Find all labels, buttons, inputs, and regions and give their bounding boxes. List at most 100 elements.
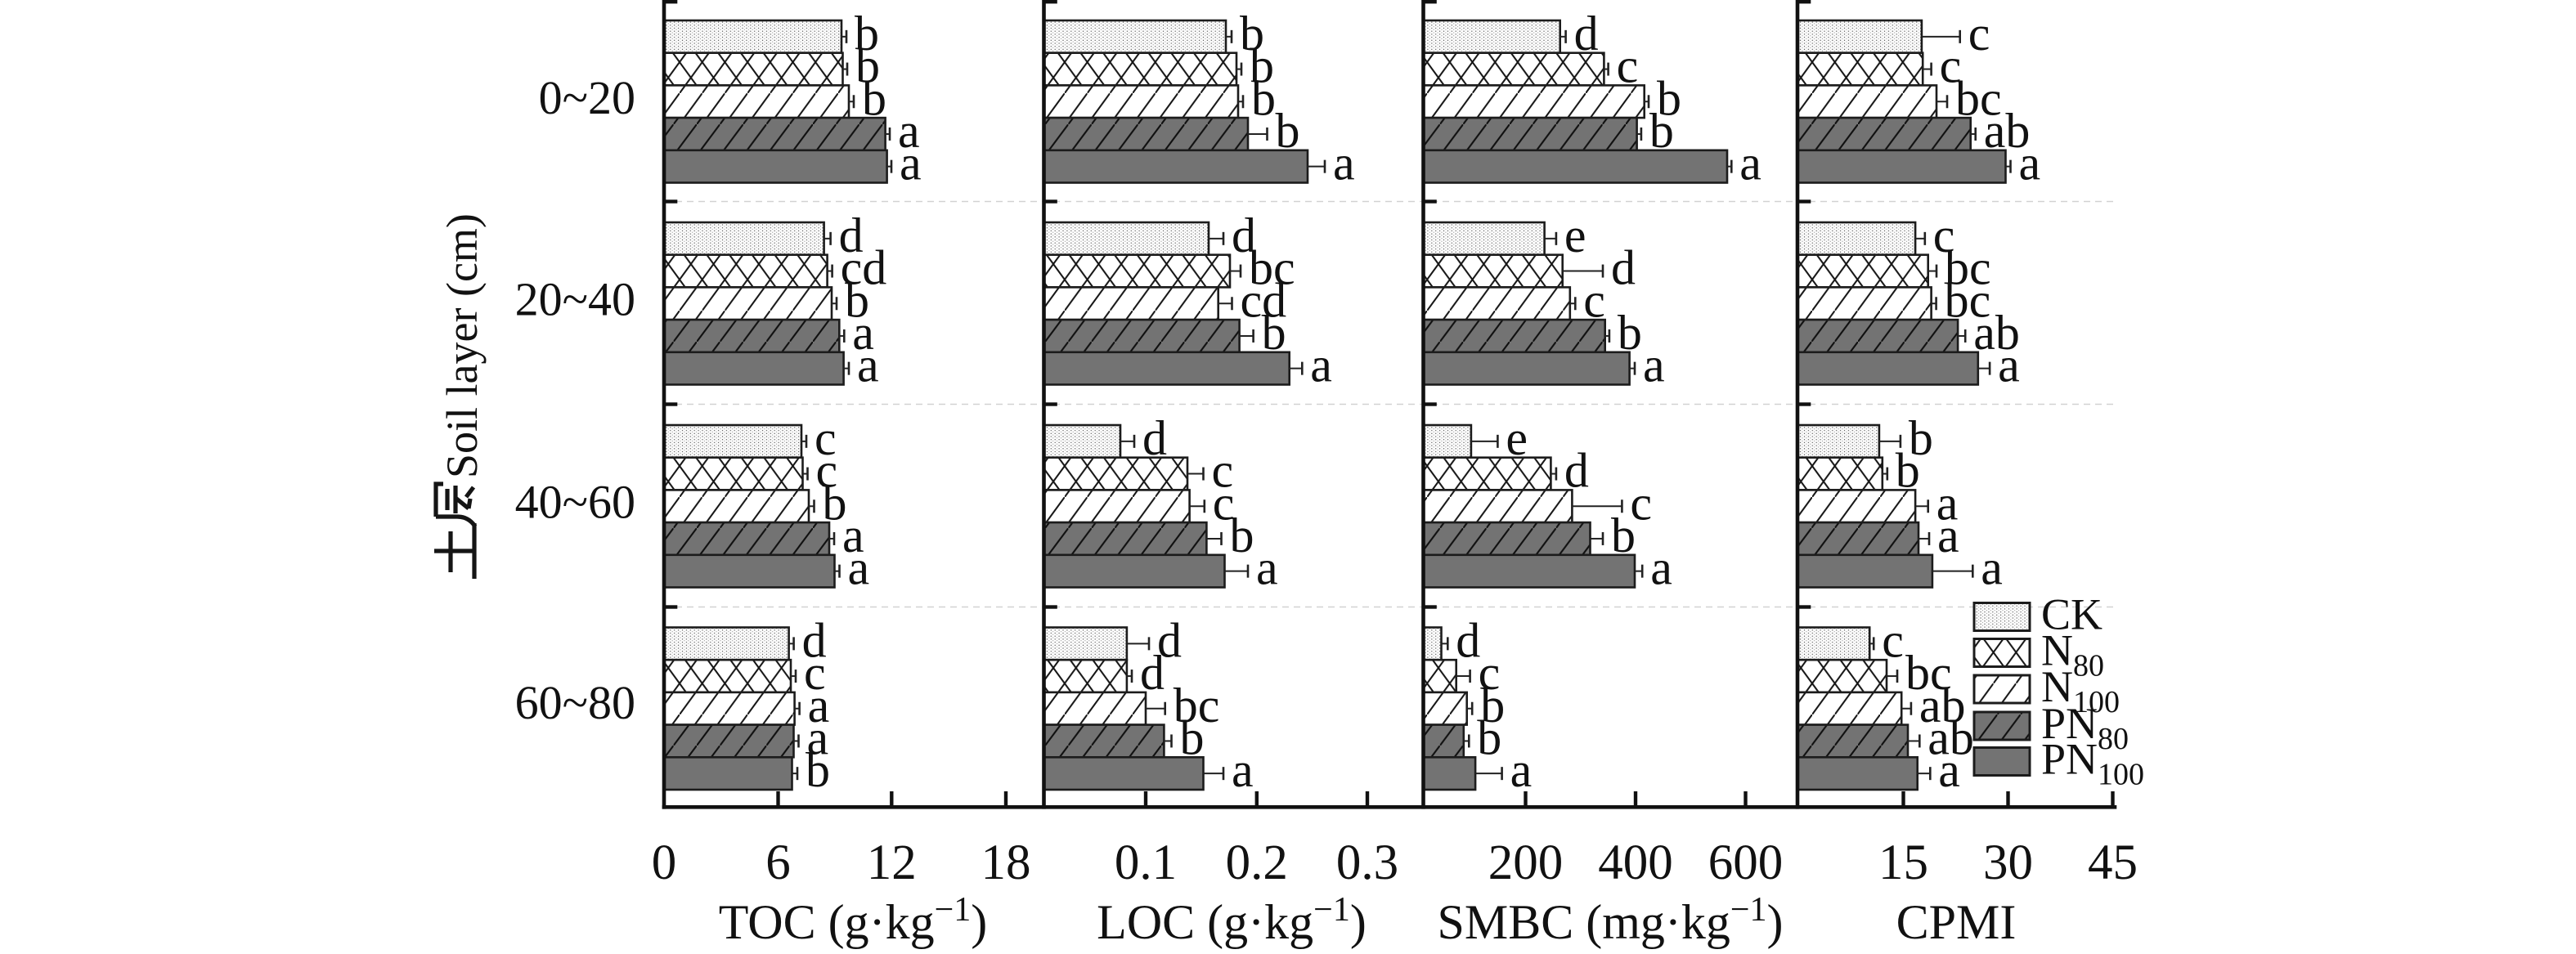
svg-text:c: c [1617, 39, 1639, 93]
svg-text:bc: bc [1945, 241, 1991, 295]
svg-text:0.3: 0.3 [1336, 835, 1398, 890]
svg-text:bc: bc [1945, 273, 1991, 327]
svg-text:b: b [1480, 679, 1505, 732]
svg-text:0: 0 [652, 835, 677, 890]
svg-text:ab: ab [1928, 710, 1974, 764]
svg-text:c: c [816, 444, 838, 498]
svg-text:a: a [898, 104, 920, 158]
svg-text:b: b [1477, 710, 1501, 764]
svg-text:b: b [1251, 71, 1276, 125]
svg-text:b: b [855, 39, 880, 93]
svg-text:d: d [1142, 411, 1167, 465]
svg-text:bc: bc [1955, 71, 2002, 125]
svg-text:a: a [1981, 541, 2003, 595]
svg-text:c: c [1933, 208, 1955, 262]
svg-text:bc: bc [1905, 646, 1952, 700]
svg-text:200: 200 [1488, 835, 1564, 890]
svg-text:d: d [1456, 613, 1480, 667]
svg-text:20~40: 20~40 [515, 273, 635, 326]
svg-text:a: a [808, 679, 830, 732]
svg-text:d: d [1564, 444, 1589, 498]
svg-text:a: a [1937, 508, 1959, 562]
svg-text:b: b [845, 273, 869, 327]
svg-text:ab: ab [1984, 104, 2031, 158]
svg-text:b: b [1276, 104, 1300, 158]
svg-text:b: b [1180, 710, 1205, 764]
svg-text:N80: N80 [2041, 626, 2104, 683]
svg-text:d: d [802, 613, 827, 667]
svg-text:bc: bc [1249, 241, 1295, 295]
svg-text:a: a [842, 508, 864, 562]
svg-text:30: 30 [1983, 835, 2033, 890]
svg-text:15: 15 [1878, 835, 1928, 890]
svg-text:d: d [839, 208, 864, 262]
svg-text:e: e [1564, 208, 1586, 262]
svg-text:b: b [823, 476, 847, 530]
svg-text:600: 600 [1708, 835, 1784, 890]
svg-text:b: b [1230, 508, 1254, 562]
svg-text:a: a [1256, 541, 1278, 595]
svg-text:45: 45 [2088, 835, 2138, 890]
svg-text:a: a [1938, 743, 1960, 797]
svg-text:a: a [1232, 743, 1254, 797]
svg-text:d: d [1157, 613, 1182, 667]
svg-text:a: a [1936, 476, 1959, 530]
svg-text:e: e [1506, 411, 1528, 465]
svg-text:ab: ab [1919, 679, 1966, 732]
svg-text:b: b [806, 743, 830, 797]
svg-text:400: 400 [1598, 835, 1673, 890]
svg-text:d: d [1574, 7, 1599, 60]
svg-text:a: a [2019, 137, 2041, 190]
svg-text:a: a [857, 338, 879, 392]
svg-text:b: b [1657, 71, 1681, 125]
svg-text:a: a [1643, 338, 1665, 392]
svg-text:a: a [1739, 137, 1761, 190]
svg-text:60~80: 60~80 [515, 676, 635, 729]
svg-text:a: a [848, 541, 870, 595]
svg-text:b: b [1618, 306, 1642, 360]
svg-text:a: a [1333, 137, 1355, 190]
svg-text:b: b [855, 7, 879, 60]
svg-text:0.1: 0.1 [1115, 835, 1177, 890]
svg-text:c: c [1968, 7, 1990, 60]
svg-text:cd: cd [841, 241, 887, 295]
svg-text:cd: cd [1241, 273, 1287, 327]
svg-text:c: c [1212, 444, 1234, 498]
svg-text:b: b [1649, 104, 1674, 158]
svg-text:a: a [900, 137, 922, 190]
svg-text:c: c [1940, 39, 1962, 93]
svg-text:b: b [1909, 411, 1933, 465]
svg-text:b: b [1240, 7, 1264, 60]
svg-text:a: a [1998, 338, 2020, 392]
svg-text:d: d [1232, 208, 1256, 262]
svg-text:bc: bc [1174, 679, 1220, 732]
svg-text:b: b [1250, 39, 1274, 93]
svg-text:c: c [1882, 613, 1904, 667]
svg-text:b: b [1262, 306, 1286, 360]
svg-text:40~60: 40~60 [515, 476, 635, 529]
svg-text:SMBC (mg·kg−1): SMBC (mg·kg−1) [1437, 891, 1783, 949]
svg-text:a: a [1650, 541, 1672, 595]
svg-text:c: c [1583, 273, 1605, 327]
svg-text:b: b [1896, 444, 1920, 498]
svg-text:d: d [1140, 646, 1165, 700]
svg-text:b: b [862, 71, 886, 125]
svg-text:ab: ab [1973, 306, 2020, 360]
svg-text:c: c [815, 411, 837, 465]
svg-text:c: c [804, 646, 826, 700]
svg-text:c: c [1213, 476, 1235, 530]
svg-text:18: 18 [981, 835, 1031, 890]
svg-text:a: a [852, 306, 874, 360]
svg-text:CPMI: CPMI [1896, 895, 2017, 949]
svg-text:b: b [1611, 508, 1636, 562]
svg-text:0.2: 0.2 [1226, 835, 1288, 890]
svg-text:a: a [807, 710, 829, 764]
svg-text:0~20: 0~20 [539, 71, 635, 124]
svg-text:a: a [1510, 743, 1533, 797]
svg-text:c: c [1630, 476, 1652, 530]
svg-text:6: 6 [765, 835, 791, 890]
svg-text:Soil layer (cm): Soil layer (cm) [438, 213, 487, 478]
svg-text:CK: CK [2041, 590, 2103, 639]
svg-text:d: d [1611, 241, 1636, 295]
svg-text:c: c [1479, 646, 1501, 700]
